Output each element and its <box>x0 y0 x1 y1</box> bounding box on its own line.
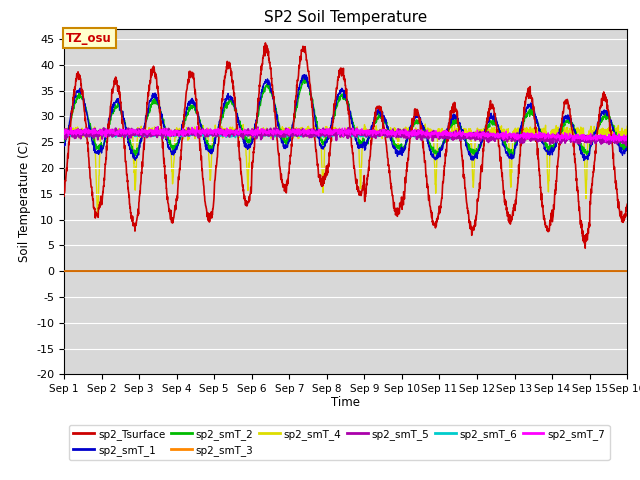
sp2_smT_5 <box>218 131 225 137</box>
sp2_smT_6 <box>623 138 631 144</box>
sp2_smT_5 <box>154 124 162 130</box>
sp2_smT_1 <box>580 157 588 163</box>
sp2_smT_4 <box>218 129 225 135</box>
sp2_smT_1 <box>509 155 517 161</box>
sp2_smT_7 <box>374 129 382 135</box>
sp2_smT_7 <box>574 132 582 138</box>
sp2_smT_2 <box>300 75 307 81</box>
Line: sp2_smT_5: sp2_smT_5 <box>64 127 627 145</box>
sp2_smT_5 <box>509 136 517 142</box>
sp2_smT_7 <box>193 124 201 130</box>
sp2_smT_2 <box>623 144 631 149</box>
sp2_smT_6 <box>218 132 225 138</box>
sp2_smT_5 <box>623 143 630 148</box>
sp2_smT_7 <box>509 132 517 138</box>
sp2_smT_6 <box>589 134 597 140</box>
sp2_smT_7 <box>362 129 370 135</box>
sp2_smT_5 <box>60 129 68 135</box>
sp2_smT_7 <box>623 137 631 143</box>
sp2_smT_3 <box>589 268 597 274</box>
sp2_Tsurface <box>217 111 225 117</box>
sp2_smT_6 <box>620 138 627 144</box>
sp2_smT_4 <box>510 132 518 138</box>
sp2_Tsurface <box>589 169 597 175</box>
sp2_smT_4 <box>60 132 68 138</box>
sp2_Tsurface <box>60 193 68 199</box>
sp2_smT_1 <box>362 142 370 148</box>
sp2_smT_2 <box>362 141 370 147</box>
sp2_smT_6 <box>574 135 582 141</box>
sp2_smT_6 <box>152 129 159 134</box>
sp2_smT_2 <box>574 134 582 140</box>
Line: sp2_smT_4: sp2_smT_4 <box>64 124 627 216</box>
sp2_Tsurface <box>574 189 582 194</box>
sp2_smT_1 <box>589 137 597 143</box>
sp2_smT_2 <box>508 153 516 159</box>
Legend: sp2_Tsurface, sp2_smT_1, sp2_smT_2, sp2_smT_3, sp2_smT_4, sp2_smT_5, sp2_smT_6, : sp2_Tsurface, sp2_smT_1, sp2_smT_2, sp2_… <box>69 424 609 460</box>
sp2_smT_6 <box>362 132 370 138</box>
sp2_smT_1 <box>300 72 308 78</box>
sp2_smT_3 <box>362 268 370 274</box>
sp2_smT_5 <box>623 136 631 142</box>
sp2_smT_4 <box>374 128 382 134</box>
sp2_smT_4 <box>623 123 631 129</box>
sp2_smT_4 <box>362 133 370 139</box>
Line: sp2_smT_2: sp2_smT_2 <box>64 78 627 156</box>
sp2_smT_2 <box>510 146 518 152</box>
sp2_smT_3 <box>374 268 382 274</box>
sp2_smT_7 <box>589 134 597 140</box>
Line: sp2_Tsurface: sp2_Tsurface <box>64 43 627 248</box>
sp2_smT_3 <box>623 268 631 274</box>
sp2_Tsurface <box>262 40 269 46</box>
sp2_smT_3 <box>573 268 581 274</box>
Line: sp2_smT_7: sp2_smT_7 <box>64 127 627 142</box>
sp2_smT_1 <box>574 138 582 144</box>
Y-axis label: Soil Temperature (C): Soil Temperature (C) <box>17 141 31 263</box>
sp2_Tsurface <box>509 204 517 210</box>
Line: sp2_smT_1: sp2_smT_1 <box>64 75 627 160</box>
sp2_smT_3 <box>60 268 68 274</box>
sp2_smT_5 <box>589 135 597 141</box>
sp2_smT_1 <box>623 143 631 148</box>
sp2_Tsurface <box>374 104 382 109</box>
sp2_smT_5 <box>574 140 582 146</box>
sp2_smT_6 <box>374 132 382 138</box>
sp2_smT_4 <box>94 213 102 219</box>
sp2_smT_4 <box>451 121 458 127</box>
sp2_smT_7 <box>60 128 68 133</box>
sp2_smT_7 <box>218 128 225 134</box>
sp2_smT_3 <box>217 268 225 274</box>
sp2_smT_4 <box>574 129 582 135</box>
sp2_smT_1 <box>217 113 225 119</box>
sp2_Tsurface <box>362 191 370 196</box>
sp2_smT_5 <box>362 133 370 139</box>
sp2_Tsurface <box>623 202 631 207</box>
sp2_smT_6 <box>60 133 68 139</box>
sp2_smT_1 <box>374 108 382 114</box>
sp2_smT_2 <box>217 116 225 122</box>
sp2_smT_1 <box>60 144 68 149</box>
X-axis label: Time: Time <box>331 396 360 408</box>
sp2_smT_6 <box>509 135 517 141</box>
sp2_smT_7 <box>602 139 609 144</box>
sp2_smT_3 <box>509 268 517 274</box>
sp2_smT_2 <box>374 113 382 119</box>
sp2_smT_4 <box>589 130 597 136</box>
sp2_smT_2 <box>60 140 68 145</box>
Text: TZ_osu: TZ_osu <box>67 32 112 45</box>
sp2_Tsurface <box>581 245 589 251</box>
Title: SP2 Soil Temperature: SP2 Soil Temperature <box>264 10 428 25</box>
Line: sp2_smT_6: sp2_smT_6 <box>64 132 627 141</box>
sp2_smT_5 <box>374 132 382 137</box>
sp2_smT_2 <box>589 137 597 143</box>
